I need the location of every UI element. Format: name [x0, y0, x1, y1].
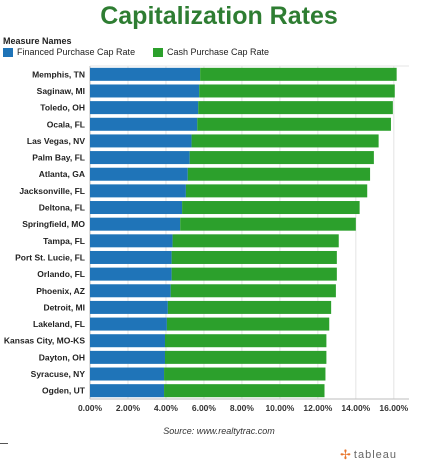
category-label: Saginaw, MI: [37, 86, 85, 96]
legend-swatch-financed: [3, 47, 13, 57]
category-label: Dayton, OH: [39, 352, 85, 362]
bar-financed: [90, 184, 186, 198]
bar-financed: [90, 350, 166, 364]
category-label: Ogden, UT: [42, 386, 86, 396]
bar-cash: [165, 350, 327, 364]
x-tick-label: 12.00%: [303, 403, 332, 413]
bar-financed: [90, 217, 181, 231]
x-tick-label: 2.00%: [116, 403, 141, 413]
bar-financed: [90, 234, 173, 248]
category-label: Deltona, FL: [39, 203, 85, 213]
bar-financed: [90, 84, 200, 98]
brand-logo: ✢ tableau: [340, 447, 397, 463]
bar-cash: [182, 201, 360, 215]
bar-financed: [90, 134, 192, 148]
category-label: Kansas City, MO-KS: [4, 336, 85, 346]
bar-cash: [180, 217, 356, 231]
category-label: Port St. Lucie, FL: [15, 252, 85, 262]
chart-title: Capitalization Rates: [100, 2, 338, 30]
category-label: Ocala, FL: [47, 119, 85, 129]
bar-cash: [167, 300, 332, 314]
category-label: Springfield, MO: [22, 219, 85, 229]
category-label: Tampa, FL: [43, 236, 85, 246]
legend-title: Measure Names: [3, 36, 72, 46]
legend-label-financed: Financed Purchase Cap Rate: [17, 47, 136, 57]
bar-financed: [90, 167, 188, 181]
legend-item-financed[interactable]: Financed Purchase Cap Rate: [3, 47, 135, 57]
bar-cash: [171, 267, 337, 281]
bar-cash: [164, 384, 325, 398]
legend-label-cash: Cash Purchase Cap Rate: [167, 47, 270, 57]
bar-financed: [90, 67, 201, 81]
bar-cash: [199, 84, 395, 98]
bar-cash: [166, 317, 330, 331]
category-label: Syracuse, NY: [31, 369, 86, 379]
bar-financed: [90, 250, 172, 264]
bar-cash: [197, 117, 391, 131]
x-tick-label: 6.00%: [192, 403, 217, 413]
bar-financed: [90, 267, 172, 281]
x-tick-label: 14.00%: [341, 403, 370, 413]
bar-financed: [90, 101, 199, 115]
category-label: Lakeland, FL: [33, 319, 85, 329]
x-tick-label: 16.00%: [379, 403, 408, 413]
bar-cash: [191, 134, 379, 148]
category-label: Palm Bay, FL: [32, 153, 85, 163]
bar-financed: [90, 117, 198, 131]
bar-cash: [164, 367, 326, 381]
category-label: Phoenix, AZ: [36, 286, 85, 296]
category-label: Orlando, FL: [37, 269, 85, 279]
brand-wordmark: tableau: [353, 449, 397, 461]
legend-swatch-cash: [153, 47, 163, 57]
bar-cash: [200, 67, 397, 81]
x-tick-label: 0.00%: [78, 403, 103, 413]
bar-cash: [187, 167, 371, 181]
category-label: Las Vegas, NV: [27, 136, 85, 146]
bar-financed: [90, 317, 167, 331]
x-tick-label: 4.00%: [154, 403, 179, 413]
bar-cash: [185, 184, 368, 198]
bar-financed: [90, 384, 165, 398]
bar-cash: [171, 250, 337, 264]
bar-cash: [189, 151, 374, 165]
bar-cash: [165, 334, 327, 348]
bar-financed: [90, 284, 171, 298]
category-label: Jacksonville, FL: [19, 186, 85, 196]
corner-rule: [0, 443, 8, 444]
bar-financed: [90, 334, 166, 348]
category-label: Atlanta, GA: [39, 169, 85, 179]
category-label: Detroit, MI: [43, 302, 85, 312]
bar-financed: [90, 151, 190, 165]
x-tick-label: 10.00%: [265, 403, 294, 413]
bar-cash: [172, 234, 339, 248]
source-note: Source: www.realtytrac.com: [163, 426, 275, 436]
bar-cash: [198, 101, 393, 115]
bar-financed: [90, 367, 165, 381]
x-tick-label: 8.00%: [230, 403, 255, 413]
tableau-cross-icon: ✢: [340, 447, 352, 462]
category-label: Toledo, OH: [40, 103, 85, 113]
bar-financed: [90, 300, 168, 314]
bar-cash: [170, 284, 336, 298]
bar-financed: [90, 201, 183, 215]
category-label: Memphis, TN: [32, 69, 85, 79]
legend-item-cash[interactable]: Cash Purchase Cap Rate: [153, 47, 269, 57]
